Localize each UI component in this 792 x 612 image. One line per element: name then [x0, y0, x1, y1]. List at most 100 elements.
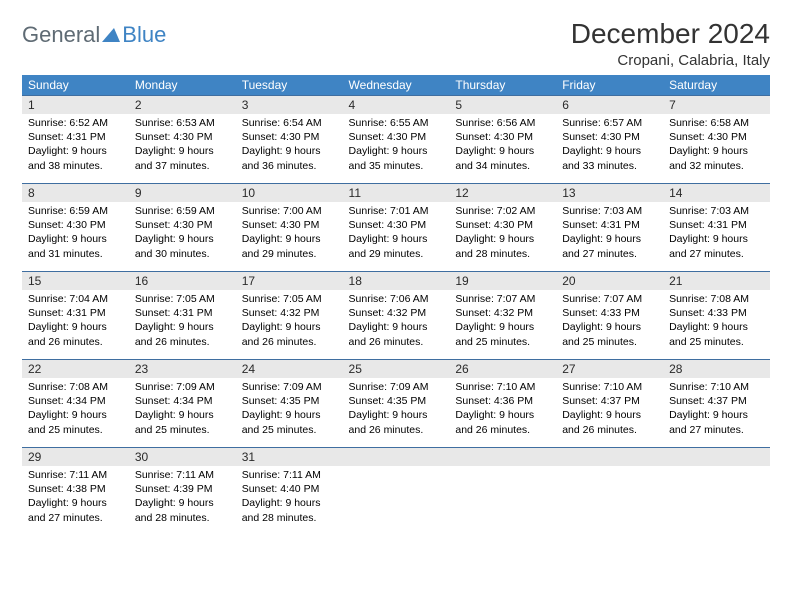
sunrise-line: Sunrise: 7:07 AM	[455, 292, 550, 306]
calendar-day-cell: 21Sunrise: 7:08 AMSunset: 4:33 PMDayligh…	[663, 271, 770, 359]
calendar-day-cell: 5Sunrise: 6:56 AMSunset: 4:30 PMDaylight…	[449, 95, 556, 183]
sunset-line: Sunset: 4:31 PM	[669, 218, 764, 232]
calendar-day-cell: 8Sunrise: 6:59 AMSunset: 4:30 PMDaylight…	[22, 183, 129, 271]
logo: General Blue	[22, 18, 166, 48]
sunset-line: Sunset: 4:35 PM	[242, 394, 337, 408]
sunset-line: Sunset: 4:32 PM	[242, 306, 337, 320]
day-body: Sunrise: 6:59 AMSunset: 4:30 PMDaylight:…	[129, 202, 236, 265]
daylight-line: Daylight: 9 hours and 32 minutes.	[669, 144, 764, 172]
calendar-day-cell	[449, 447, 556, 535]
day-body: Sunrise: 7:03 AMSunset: 4:31 PMDaylight:…	[663, 202, 770, 265]
daylight-line: Daylight: 9 hours and 36 minutes.	[242, 144, 337, 172]
day-body	[449, 466, 556, 472]
calendar-day-cell: 27Sunrise: 7:10 AMSunset: 4:37 PMDayligh…	[556, 359, 663, 447]
sunset-line: Sunset: 4:30 PM	[349, 130, 444, 144]
daylight-line: Daylight: 9 hours and 26 minutes.	[28, 320, 123, 348]
weekday-header: Saturday	[663, 75, 770, 95]
daylight-line: Daylight: 9 hours and 25 minutes.	[562, 320, 657, 348]
sunset-line: Sunset: 4:31 PM	[135, 306, 230, 320]
day-number-bar: 2	[129, 95, 236, 114]
calendar-day-cell: 25Sunrise: 7:09 AMSunset: 4:35 PMDayligh…	[343, 359, 450, 447]
day-body: Sunrise: 7:09 AMSunset: 4:34 PMDaylight:…	[129, 378, 236, 441]
day-number-bar	[343, 447, 450, 466]
sunrise-line: Sunrise: 6:57 AM	[562, 116, 657, 130]
day-body: Sunrise: 7:10 AMSunset: 4:36 PMDaylight:…	[449, 378, 556, 441]
sunset-line: Sunset: 4:30 PM	[349, 218, 444, 232]
day-body: Sunrise: 7:07 AMSunset: 4:33 PMDaylight:…	[556, 290, 663, 353]
calendar-week-row: 1Sunrise: 6:52 AMSunset: 4:31 PMDaylight…	[22, 95, 770, 183]
calendar-day-cell: 28Sunrise: 7:10 AMSunset: 4:37 PMDayligh…	[663, 359, 770, 447]
sunrise-line: Sunrise: 7:10 AM	[562, 380, 657, 394]
sunset-line: Sunset: 4:31 PM	[562, 218, 657, 232]
day-body: Sunrise: 6:56 AMSunset: 4:30 PMDaylight:…	[449, 114, 556, 177]
day-number-bar: 22	[22, 359, 129, 378]
calendar-day-cell: 17Sunrise: 7:05 AMSunset: 4:32 PMDayligh…	[236, 271, 343, 359]
sunrise-line: Sunrise: 7:11 AM	[135, 468, 230, 482]
location-label: Cropani, Calabria, Italy	[571, 52, 770, 69]
weekday-header: Wednesday	[343, 75, 450, 95]
calendar-day-cell: 4Sunrise: 6:55 AMSunset: 4:30 PMDaylight…	[343, 95, 450, 183]
calendar-day-cell: 14Sunrise: 7:03 AMSunset: 4:31 PMDayligh…	[663, 183, 770, 271]
calendar-day-cell: 12Sunrise: 7:02 AMSunset: 4:30 PMDayligh…	[449, 183, 556, 271]
sunrise-line: Sunrise: 7:09 AM	[242, 380, 337, 394]
daylight-line: Daylight: 9 hours and 38 minutes.	[28, 144, 123, 172]
logo-text-blue: Blue	[122, 22, 166, 48]
day-body: Sunrise: 6:54 AMSunset: 4:30 PMDaylight:…	[236, 114, 343, 177]
day-number-bar: 4	[343, 95, 450, 114]
sunset-line: Sunset: 4:40 PM	[242, 482, 337, 496]
sunrise-line: Sunrise: 7:00 AM	[242, 204, 337, 218]
calendar-head: SundayMondayTuesdayWednesdayThursdayFrid…	[22, 75, 770, 95]
day-body: Sunrise: 7:11 AMSunset: 4:38 PMDaylight:…	[22, 466, 129, 529]
calendar-day-cell: 6Sunrise: 6:57 AMSunset: 4:30 PMDaylight…	[556, 95, 663, 183]
day-number-bar: 26	[449, 359, 556, 378]
daylight-line: Daylight: 9 hours and 25 minutes.	[135, 408, 230, 436]
day-body: Sunrise: 6:58 AMSunset: 4:30 PMDaylight:…	[663, 114, 770, 177]
calendar-day-cell: 30Sunrise: 7:11 AMSunset: 4:39 PMDayligh…	[129, 447, 236, 535]
calendar-day-cell: 20Sunrise: 7:07 AMSunset: 4:33 PMDayligh…	[556, 271, 663, 359]
day-number-bar: 25	[343, 359, 450, 378]
day-number-bar: 9	[129, 183, 236, 202]
sunset-line: Sunset: 4:30 PM	[562, 130, 657, 144]
day-number-bar: 17	[236, 271, 343, 290]
day-body	[343, 466, 450, 472]
calendar-day-cell: 31Sunrise: 7:11 AMSunset: 4:40 PMDayligh…	[236, 447, 343, 535]
day-number-bar: 23	[129, 359, 236, 378]
sunrise-line: Sunrise: 7:03 AM	[562, 204, 657, 218]
calendar-day-cell: 3Sunrise: 6:54 AMSunset: 4:30 PMDaylight…	[236, 95, 343, 183]
day-body: Sunrise: 7:03 AMSunset: 4:31 PMDaylight:…	[556, 202, 663, 265]
calendar-week-row: 22Sunrise: 7:08 AMSunset: 4:34 PMDayligh…	[22, 359, 770, 447]
calendar-day-cell: 16Sunrise: 7:05 AMSunset: 4:31 PMDayligh…	[129, 271, 236, 359]
daylight-line: Daylight: 9 hours and 27 minutes.	[669, 408, 764, 436]
daylight-line: Daylight: 9 hours and 37 minutes.	[135, 144, 230, 172]
calendar-day-cell: 22Sunrise: 7:08 AMSunset: 4:34 PMDayligh…	[22, 359, 129, 447]
sunset-line: Sunset: 4:34 PM	[135, 394, 230, 408]
calendar-day-cell: 15Sunrise: 7:04 AMSunset: 4:31 PMDayligh…	[22, 271, 129, 359]
calendar-week-row: 8Sunrise: 6:59 AMSunset: 4:30 PMDaylight…	[22, 183, 770, 271]
sunrise-line: Sunrise: 7:02 AM	[455, 204, 550, 218]
sunrise-line: Sunrise: 7:08 AM	[669, 292, 764, 306]
sunrise-line: Sunrise: 6:52 AM	[28, 116, 123, 130]
calendar-day-cell: 19Sunrise: 7:07 AMSunset: 4:32 PMDayligh…	[449, 271, 556, 359]
day-number-bar: 5	[449, 95, 556, 114]
sunset-line: Sunset: 4:30 PM	[135, 130, 230, 144]
weekday-header: Tuesday	[236, 75, 343, 95]
day-body: Sunrise: 7:05 AMSunset: 4:32 PMDaylight:…	[236, 290, 343, 353]
day-body: Sunrise: 6:57 AMSunset: 4:30 PMDaylight:…	[556, 114, 663, 177]
sunset-line: Sunset: 4:32 PM	[455, 306, 550, 320]
daylight-line: Daylight: 9 hours and 27 minutes.	[669, 232, 764, 260]
calendar-day-cell: 26Sunrise: 7:10 AMSunset: 4:36 PMDayligh…	[449, 359, 556, 447]
sunrise-line: Sunrise: 7:07 AM	[562, 292, 657, 306]
sunset-line: Sunset: 4:35 PM	[349, 394, 444, 408]
sunset-line: Sunset: 4:38 PM	[28, 482, 123, 496]
daylight-line: Daylight: 9 hours and 25 minutes.	[669, 320, 764, 348]
sunset-line: Sunset: 4:30 PM	[242, 218, 337, 232]
daylight-line: Daylight: 9 hours and 30 minutes.	[135, 232, 230, 260]
calendar-day-cell: 10Sunrise: 7:00 AMSunset: 4:30 PMDayligh…	[236, 183, 343, 271]
day-number-bar: 30	[129, 447, 236, 466]
daylight-line: Daylight: 9 hours and 26 minutes.	[242, 320, 337, 348]
calendar-day-cell	[556, 447, 663, 535]
day-body: Sunrise: 7:08 AMSunset: 4:34 PMDaylight:…	[22, 378, 129, 441]
weekday-header: Sunday	[22, 75, 129, 95]
sunrise-line: Sunrise: 6:53 AM	[135, 116, 230, 130]
daylight-line: Daylight: 9 hours and 25 minutes.	[28, 408, 123, 436]
